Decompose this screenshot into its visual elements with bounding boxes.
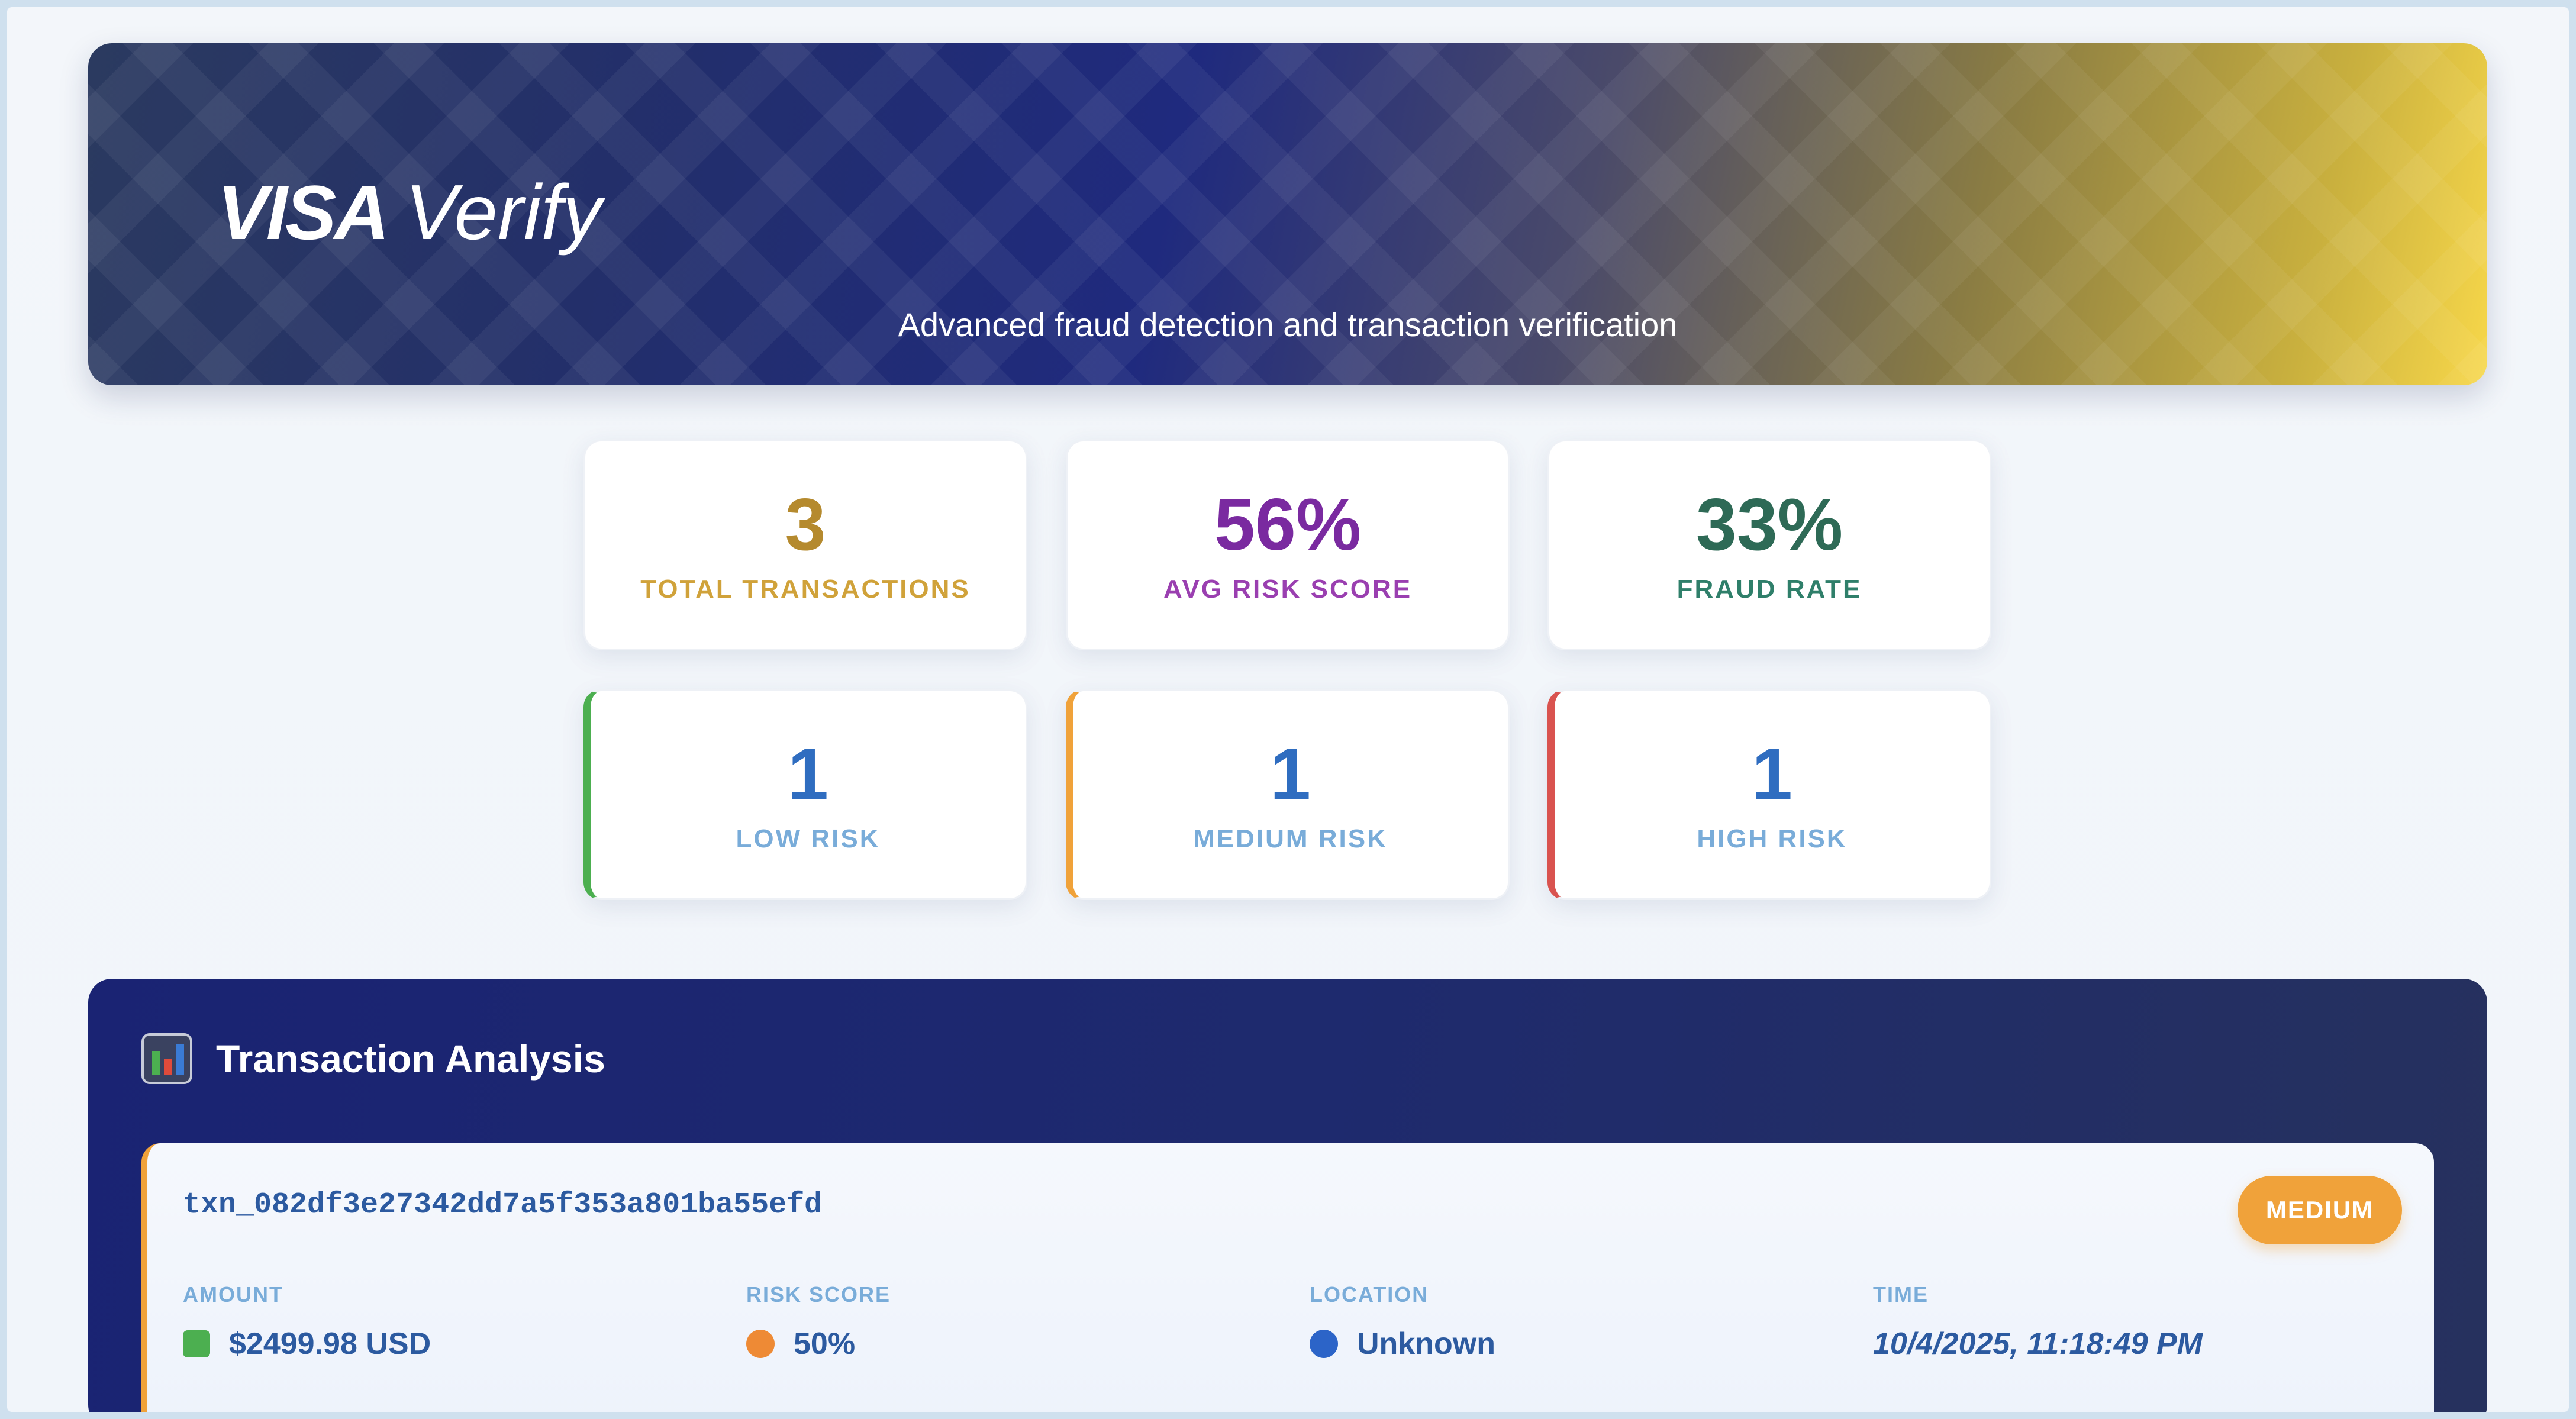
hero-subtitle: Advanced fraud detection and transaction… — [898, 306, 1678, 343]
hero-pattern — [88, 43, 2487, 385]
stat-avg-risk-score: 56% AVG RISK SCORE — [1066, 440, 1510, 650]
stat-label: AVG RISK SCORE — [1163, 575, 1413, 604]
logo-product: Verify — [405, 169, 602, 256]
amount-field: AMOUNT $2499.98 USD — [183, 1282, 431, 1362]
stat-label: TOTAL TRANSACTIONS — [640, 575, 971, 604]
hero-banner: VISA Verify Advanced fraud detection and … — [88, 43, 2487, 385]
transaction-id: txn_082df3e27342dd7a5f353a801ba55efd — [183, 1188, 823, 1222]
orange-circle-icon — [746, 1330, 775, 1358]
stat-low-risk: 1 LOW RISK — [583, 689, 1027, 900]
stat-value: 3 — [785, 484, 826, 566]
app-frame: VISA Verify Advanced fraud detection and … — [7, 7, 2569, 1412]
stat-label: MEDIUM RISK — [1193, 824, 1388, 853]
stat-value: 1 — [1752, 734, 1792, 815]
stat-total-transactions: 3 TOTAL TRANSACTIONS — [583, 440, 1027, 650]
stat-label: FRAUD RATE — [1677, 575, 1862, 604]
panel-header: Transaction Analysis — [141, 1033, 605, 1084]
stat-label: HIGH RISK — [1697, 824, 1848, 853]
stat-label: LOW RISK — [736, 824, 881, 853]
amount-label: AMOUNT — [183, 1282, 283, 1307]
panel-title: Transaction Analysis — [216, 1037, 605, 1081]
stat-medium-risk: 1 MEDIUM RISK — [1066, 689, 1510, 900]
time-field: TIME 10/4/2025, 11:18:49 PM — [1873, 1282, 2203, 1362]
stat-fraud-rate: 33% FRAUD RATE — [1547, 440, 1991, 650]
location-label: LOCATION — [1310, 1282, 1429, 1307]
stat-value: 1 — [788, 734, 828, 815]
risk-score-value: 50% — [794, 1327, 856, 1361]
risk-score-field: RISK SCORE 50% — [746, 1282, 891, 1362]
stat-high-risk: 1 HIGH RISK — [1547, 689, 1991, 900]
logo-brand: VISA — [217, 169, 389, 256]
location-value: Unknown — [1357, 1327, 1495, 1361]
time-label: TIME — [1873, 1282, 1929, 1307]
time-value: 10/4/2025, 11:18:49 PM — [1873, 1327, 2203, 1361]
stat-value: 33% — [1695, 484, 1843, 566]
transaction-card[interactable]: txn_082df3e27342dd7a5f353a801ba55efd MED… — [141, 1143, 2434, 1412]
money-icon — [183, 1330, 210, 1357]
location-field: LOCATION Unknown — [1310, 1282, 1495, 1362]
brand-logo: VISA Verify — [217, 167, 602, 257]
stat-value: 1 — [1270, 734, 1311, 815]
blue-circle-icon — [1310, 1330, 1338, 1358]
transaction-analysis-panel: Transaction Analysis txn_082df3e27342dd7… — [88, 979, 2487, 1412]
bar-chart-icon — [141, 1033, 192, 1084]
stat-value: 56% — [1214, 484, 1362, 566]
risk-score-label: RISK SCORE — [746, 1282, 891, 1307]
risk-badge: MEDIUM — [2238, 1176, 2402, 1244]
amount-value: $2499.98 USD — [229, 1327, 431, 1361]
